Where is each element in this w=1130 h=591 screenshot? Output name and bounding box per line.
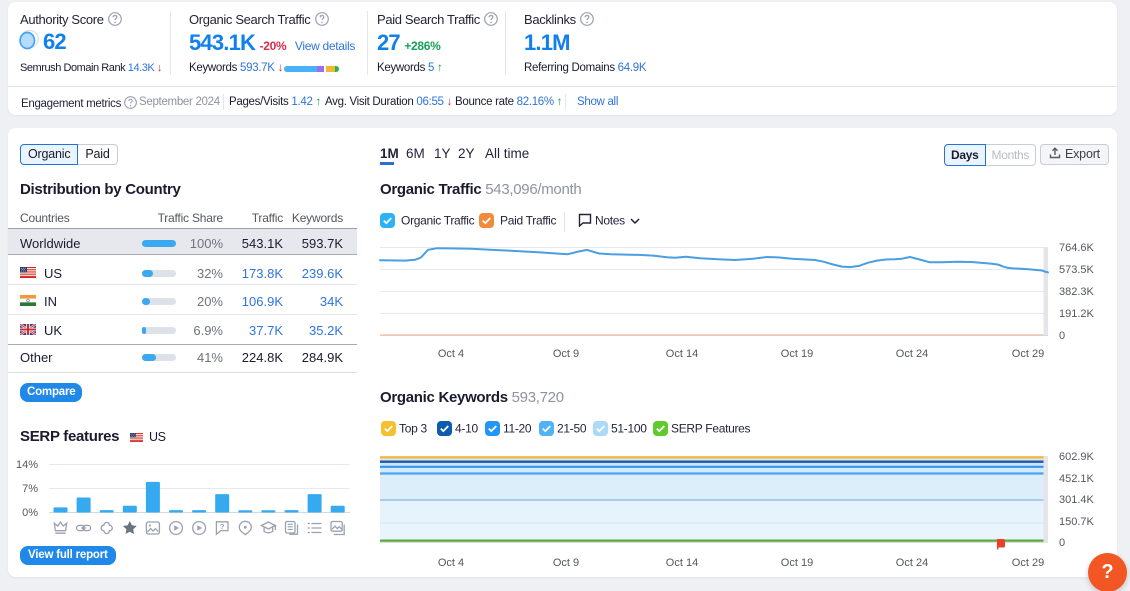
svg-text:150.7K: 150.7K (1059, 516, 1095, 528)
svg-text:301.4K: 301.4K (1059, 494, 1095, 506)
svg-text:Oct 19: Oct 19 (781, 557, 813, 569)
svg-text:602.9K: 602.9K (1059, 451, 1095, 463)
svg-text:Oct 19: Oct 19 (781, 348, 813, 360)
svg-text:0%: 0% (22, 507, 38, 519)
svg-text:Oct 24: Oct 24 (896, 348, 928, 360)
svg-text:14%: 14% (16, 459, 38, 471)
svg-text:Oct 14: Oct 14 (666, 557, 698, 569)
svg-text:764.6K: 764.6K (1059, 242, 1095, 254)
svg-text:0: 0 (1059, 330, 1065, 342)
svg-text:Oct 29: Oct 29 (1012, 557, 1044, 569)
svg-text:Oct 9: Oct 9 (553, 557, 579, 569)
svg-text:Oct 9: Oct 9 (553, 348, 579, 360)
svg-text:Oct 4: Oct 4 (438, 557, 464, 569)
svg-text:Oct 14: Oct 14 (666, 348, 698, 360)
svg-text:?: ? (220, 522, 225, 531)
svg-text:Oct 29: Oct 29 (1012, 348, 1044, 360)
svg-text:7%: 7% (22, 483, 38, 495)
svg-text:Oct 24: Oct 24 (896, 557, 928, 569)
svg-text:452.1K: 452.1K (1059, 473, 1095, 485)
svg-text:382.3K: 382.3K (1059, 286, 1095, 298)
svg-text:Oct 4: Oct 4 (438, 348, 464, 360)
svg-text:191.2K: 191.2K (1059, 308, 1095, 320)
svg-text:0: 0 (1059, 537, 1065, 549)
svg-text:573.5K: 573.5K (1059, 264, 1095, 276)
